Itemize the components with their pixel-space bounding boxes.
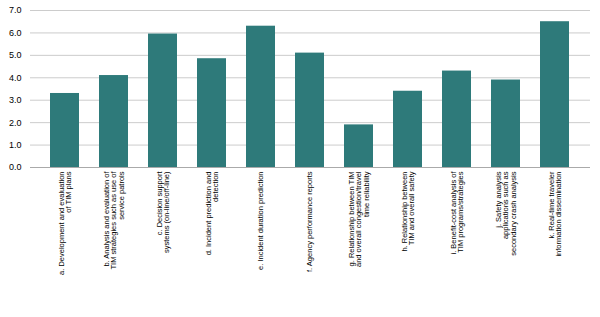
svg-text:g. Relationship between TIMand: g. Relationship between TIMand overall c…: [347, 171, 371, 267]
svg-text:7.0: 7.0: [9, 5, 22, 15]
svg-text:3.0: 3.0: [9, 95, 22, 105]
svg-text:c. Decision supportsystems (on: c. Decision supportsystems (on-line/off-…: [155, 171, 172, 253]
svg-text:a. Development and evaluationo: a. Development and evaluationof TIM plan…: [57, 171, 74, 275]
svg-text:0.0: 0.0: [9, 162, 22, 172]
svg-text:i. Benefit-cost analysis ofTIM: i. Benefit-cost analysis ofTIM programs/…: [449, 171, 466, 255]
svg-text:4.0: 4.0: [9, 73, 22, 83]
svg-text:j. Safety analysisapplications: j. Safety analysisapplications such asse…: [494, 171, 518, 255]
svg-text:b. Analysis and evaluation ofT: b. Analysis and evaluation ofTIM strateg…: [102, 171, 126, 270]
svg-text:6.0: 6.0: [9, 28, 22, 38]
svg-text:f. Agency performance reports: f. Agency performance reports: [305, 171, 314, 272]
svg-text:h. Relationship betweenTIM and: h. Relationship betweenTIM and overall s…: [400, 171, 417, 251]
svg-text:2.0: 2.0: [9, 118, 22, 128]
svg-text:1.0: 1.0: [9, 140, 22, 150]
svg-text:e. Incident duration predictio: e. Incident duration prediction: [256, 172, 265, 270]
svg-text:d. Incident prediction anddete: d. Incident prediction anddetection: [204, 172, 221, 256]
svg-text:k. Real-time travelerinformati: k. Real-time travelerinformation dissemi…: [547, 171, 564, 257]
svg-text:5.0: 5.0: [9, 50, 22, 60]
